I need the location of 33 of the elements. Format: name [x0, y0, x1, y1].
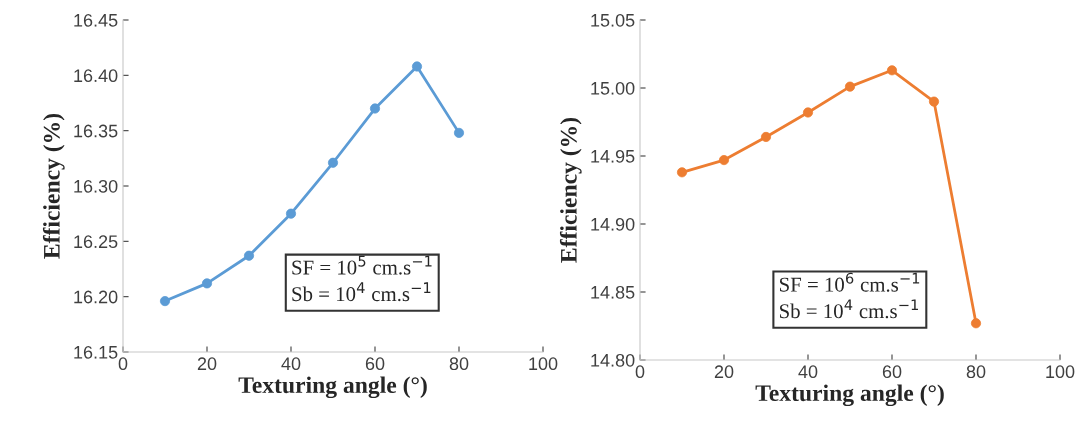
y-tick-label: 16.40 — [74, 69, 118, 83]
x-tick-label: 80 — [449, 357, 469, 371]
x-tick-label: 40 — [281, 357, 301, 371]
y-tick-label: 16.30 — [74, 179, 118, 193]
x-tick-label: 100 — [529, 357, 558, 371]
x-tick-label: 60 — [365, 357, 385, 371]
y-tick-label: 16.25 — [74, 235, 118, 249]
y-tick-label: 14.85 — [591, 285, 635, 299]
annotation: Sb = 10$^{4}$ cm.s$^{−1}$ — [292, 282, 431, 302]
x-tick-label: 60 — [882, 365, 902, 379]
y-tick-label: 16.35 — [74, 124, 118, 138]
y-tick-label: 16.20 — [74, 290, 118, 304]
y-tick-label: 15.00 — [591, 81, 635, 95]
y-tick-label: 15.05 — [591, 13, 635, 27]
y-axis-title: Efficiency (%) — [559, 117, 582, 263]
y-tick-label: 14.80 — [591, 353, 635, 367]
y-tick-label: 14.90 — [591, 217, 635, 231]
x-tick-label: 100 — [1046, 365, 1075, 379]
y-tick-label: 16.45 — [74, 13, 118, 27]
y-tick-label: 16.15 — [74, 345, 118, 359]
y-axis-title: Efficiency (%) — [42, 113, 65, 259]
y-tick-label: 14.95 — [591, 149, 635, 163]
x-tick-label: 20 — [197, 357, 217, 371]
x-tick-label: 80 — [966, 365, 986, 379]
x-axis-title: Texturing angle (°) — [755, 384, 944, 407]
annotation: SF = 10$^{6}$ cm.s$^{−1}$ — [779, 272, 920, 292]
annotation: Sb = 10$^{4}$ cm.s$^{−1}$ — [779, 299, 918, 319]
x-tick-label: 0 — [635, 365, 645, 379]
x-tick-label: 40 — [798, 365, 818, 379]
x-tick-label: 20 — [714, 365, 734, 379]
annotation: SF = 10$^{5}$ cm.s$^{−1}$ — [292, 255, 432, 275]
x-tick-label: 0 — [118, 357, 128, 371]
x-axis-title: Texturing angle (°) — [238, 376, 427, 399]
